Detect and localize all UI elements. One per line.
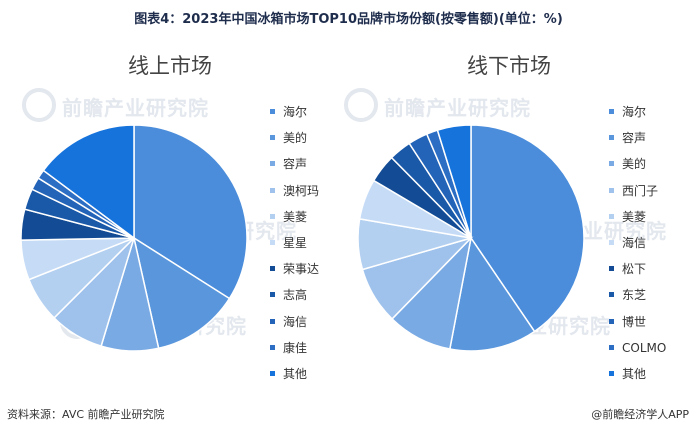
legend-entry: 志高	[270, 287, 307, 303]
pie-slice-2	[448, 236, 536, 352]
legend-label: COLMO	[622, 340, 667, 355]
legend-swatch	[270, 213, 275, 219]
legend-entry: 海信	[270, 314, 307, 330]
legend-entry: 美菱	[270, 209, 307, 225]
legend-swatch	[270, 240, 275, 245]
legend-label: 其他	[283, 367, 308, 381]
legend-entry: 美的	[270, 130, 307, 146]
legend-label: 美菱	[622, 209, 647, 224]
legend-swatch	[609, 135, 614, 141]
legend-swatch	[609, 292, 614, 298]
legend-entry: 容声	[270, 156, 307, 172]
legend-label: 美的	[283, 131, 308, 146]
legend-entry: 星星	[270, 235, 307, 251]
legend-swatch	[609, 371, 614, 376]
legend-label: 海尔	[283, 105, 308, 119]
brand-credit: @前瞻经济学人APP	[591, 408, 689, 421]
legend-swatch	[270, 371, 275, 376]
online-pie-title: 线上市场	[128, 54, 212, 78]
legend-entry: 松下	[609, 261, 646, 277]
legend-swatch	[270, 187, 275, 193]
legend-label: 美的	[622, 157, 647, 172]
legend-entry: 海尔	[270, 104, 307, 120]
legend-label: 博世	[622, 314, 647, 329]
legend-swatch	[270, 161, 275, 167]
legend-label: 海信	[283, 314, 308, 329]
legend-entry: 容声	[609, 130, 646, 146]
legend-label: 海尔	[622, 105, 647, 119]
legend-swatch	[270, 109, 275, 114]
legend-entry: 西门子	[609, 183, 658, 199]
legend-swatch	[609, 318, 614, 324]
legend-label: 东芝	[622, 288, 647, 303]
legend-entry: 荣事达	[270, 261, 319, 277]
legend-entry: 澳柯玛	[270, 183, 319, 199]
legend-swatch	[609, 213, 614, 219]
legend-label: 澳柯玛	[283, 183, 320, 198]
legend-label: 美菱	[283, 209, 308, 224]
legend-label: 海信	[622, 236, 647, 250]
source-note: 资料来源：AVC 前瞻产业研究院	[7, 408, 165, 421]
legend-label: 星星	[283, 236, 308, 250]
legend-entry: 美的	[609, 156, 646, 172]
legend-label: 志高	[283, 288, 308, 303]
pie-slice-11	[436, 124, 472, 239]
legend-entry: 博世	[609, 314, 646, 330]
pie-slice-1	[470, 124, 585, 333]
legend-label: 荣事达	[283, 262, 320, 277]
legend-entry: 其他	[270, 366, 307, 382]
legend-swatch	[270, 135, 275, 141]
legend-entry: 东芝	[609, 287, 646, 303]
legend-label: 其他	[622, 367, 647, 381]
legend-swatch	[270, 292, 275, 298]
pie-slice-2	[132, 236, 231, 350]
legend-swatch	[609, 344, 614, 350]
legend-swatch	[270, 344, 275, 350]
legend-entry: 海尔	[609, 104, 646, 120]
legend-swatch	[609, 161, 614, 167]
chart-title: 图表4：2023年中国冰箱市场TOP10品牌市场份额(按零售额)(单位：%)	[134, 12, 563, 27]
pie-slice-11	[42, 124, 135, 240]
legend-label: 松下	[622, 262, 647, 277]
legend-entry: COLMO	[609, 340, 666, 356]
legend-label: 容声	[283, 157, 308, 172]
legend-entry: 海信	[609, 235, 646, 251]
legend-swatch	[609, 266, 614, 272]
legend-entry: 美菱	[609, 209, 646, 225]
online-pie-chart	[20, 124, 248, 352]
legend-entry: 其他	[609, 366, 646, 382]
legend-swatch	[270, 266, 275, 272]
legend-label: 容声	[622, 131, 647, 146]
legend-swatch	[270, 318, 275, 324]
offline-pie-title: 线下市场	[467, 54, 551, 78]
legend-swatch	[609, 240, 614, 245]
legend-label: 康佳	[283, 340, 308, 355]
legend-label: 西门子	[622, 183, 659, 198]
legend-entry: 康佳	[270, 340, 307, 356]
legend-swatch	[609, 109, 614, 114]
offline-pie-chart	[357, 124, 585, 352]
legend-swatch	[609, 187, 614, 193]
